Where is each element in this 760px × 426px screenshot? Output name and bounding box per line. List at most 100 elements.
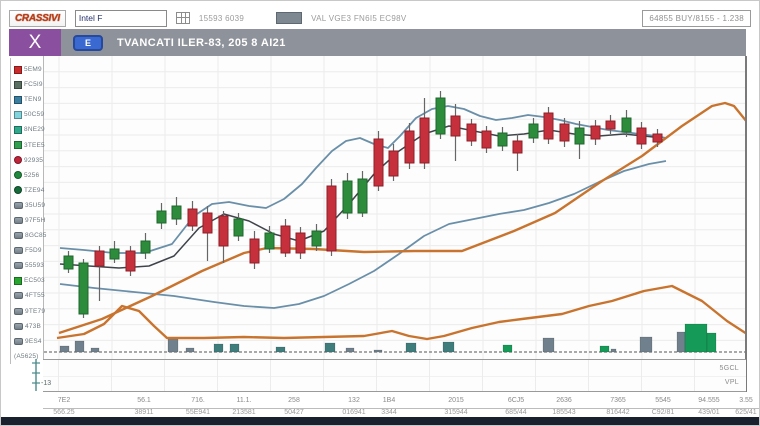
volume-bar — [229, 343, 240, 353]
x-tick-sublabel: 566.25 — [53, 409, 75, 416]
volume-bar — [684, 323, 708, 353]
x-tick-label: 6CJ5 — [507, 397, 525, 404]
legend-item[interactable]: TZE94 — [11, 183, 56, 198]
chart-pane[interactable] — [43, 56, 748, 359]
candle-body — [264, 232, 275, 250]
legend-swatch — [14, 110, 22, 119]
indicator-mini-panel[interactable] — [43, 359, 746, 392]
indicator-icon — [14, 262, 23, 270]
volume-bar — [542, 337, 555, 353]
volume-field-text: VAL VGE3 FN6I5 EC98V — [311, 13, 407, 23]
legend-item[interactable]: TEN9 — [11, 92, 56, 107]
legend-label: 4FT55 — [25, 292, 45, 300]
candle-body — [295, 232, 306, 254]
x-tick-sublabel: 016941 — [342, 409, 366, 416]
legend-item[interactable]: 5EM9 — [11, 62, 56, 77]
x-tick-sublabel: 685/44 — [505, 409, 527, 416]
app-logo: CRASSIVI — [9, 9, 66, 27]
candle-body — [388, 150, 399, 177]
volume-swatch-icon[interactable] — [276, 12, 303, 24]
candle-body — [543, 112, 554, 140]
legend-item[interactable]: 9TE79 — [11, 304, 56, 319]
candle-body — [357, 178, 368, 214]
candle-body — [497, 132, 508, 147]
indicator-icon — [14, 292, 23, 300]
legend-label: 9ES4 — [25, 337, 42, 345]
legend-item[interactable]: (A5625) — [11, 349, 56, 364]
legend-item[interactable]: 50C59 — [11, 107, 56, 122]
x-tick-label: 3.55 — [739, 397, 753, 404]
x-tick-sublabel: 3344 — [381, 409, 397, 416]
indicator-icon — [14, 322, 23, 330]
candle-body — [280, 225, 291, 254]
candle-body — [78, 262, 89, 315]
candle-body — [326, 185, 337, 252]
legend-item[interactable]: 8NE29 — [11, 122, 56, 137]
volume-bar — [185, 347, 195, 353]
x-tick-label: 11.1. — [236, 397, 252, 404]
candle-body — [109, 248, 120, 260]
candle-body — [342, 180, 353, 214]
volume-bar — [610, 348, 617, 353]
lower-band — [59, 160, 667, 309]
volume-bar — [442, 341, 455, 353]
legend-label: TEN9 — [24, 96, 42, 104]
legend-item[interactable]: 97F5H — [11, 213, 56, 228]
volume-bar — [275, 346, 286, 353]
candle-body — [140, 240, 151, 254]
candle-body — [450, 115, 461, 137]
indicator-icon — [14, 307, 23, 315]
x-tick-label: 7365 — [610, 397, 626, 404]
legend-item[interactable]: 4FT55 — [11, 288, 56, 303]
volume-bar — [676, 331, 686, 353]
legend-item[interactable]: 55593 — [11, 258, 56, 273]
legend-swatch — [14, 276, 22, 285]
legend-item[interactable]: FC5I9 — [11, 77, 56, 92]
candle-body — [605, 120, 616, 130]
legend-item[interactable]: 9ES4 — [11, 334, 56, 349]
legend-item[interactable]: 473B — [11, 319, 56, 334]
legend-item[interactable]: EC503 — [11, 273, 56, 288]
legend-label: 5EM9 — [24, 66, 42, 74]
volume-bar — [90, 347, 100, 353]
candle-body — [512, 140, 523, 154]
calendar-icon[interactable] — [175, 12, 190, 24]
legend-item[interactable]: 8GC85 — [11, 228, 56, 243]
legend-item[interactable]: 92935 — [11, 153, 56, 168]
scale-value-label: -13 — [41, 380, 52, 387]
candle-body — [574, 127, 585, 145]
x-tick-sublabel: 185543 — [552, 409, 576, 416]
legend-label: EC503 — [24, 277, 45, 285]
symbol-badge-button[interactable]: E — [73, 34, 103, 51]
volume-bar — [345, 347, 355, 353]
legend-item[interactable]: 3TEE5 — [11, 137, 56, 152]
candle-body — [171, 205, 182, 220]
volume-bar — [405, 342, 417, 353]
candle-body — [621, 117, 632, 133]
symbol-input[interactable] — [74, 9, 167, 27]
legend-item[interactable]: F5D9 — [11, 243, 56, 258]
x-tick-sublabel: 315944 — [444, 409, 468, 416]
legend-item[interactable]: 5256 — [11, 168, 56, 183]
x-tick-sublabel: 439/01 — [698, 409, 720, 416]
legend-label: 3TEE5 — [24, 141, 45, 149]
legend-label: 50C59 — [24, 111, 45, 119]
candle-body — [202, 212, 213, 234]
mini-panel-label: VPL — [724, 379, 739, 386]
x-tick-sublabel: 625/41 — [735, 409, 757, 416]
x-tick-label: 2636 — [556, 397, 572, 404]
candle-body — [63, 255, 74, 270]
legend-item[interactable]: 35U59 — [11, 198, 56, 213]
scale-ruler-icon[interactable] — [29, 358, 45, 392]
mini-panel-labels: 5GCL VPL — [679, 359, 739, 392]
legend-label: F5D9 — [25, 247, 42, 255]
volume-bar — [213, 343, 224, 353]
chart-right-border — [745, 56, 747, 392]
legend-swatch — [14, 95, 22, 104]
volume-bar — [59, 345, 70, 353]
x-tick-sublabel: 816442 — [606, 409, 630, 416]
indicator-icon — [14, 201, 23, 209]
candle-body — [404, 130, 415, 164]
close-button[interactable]: X — [9, 29, 61, 56]
